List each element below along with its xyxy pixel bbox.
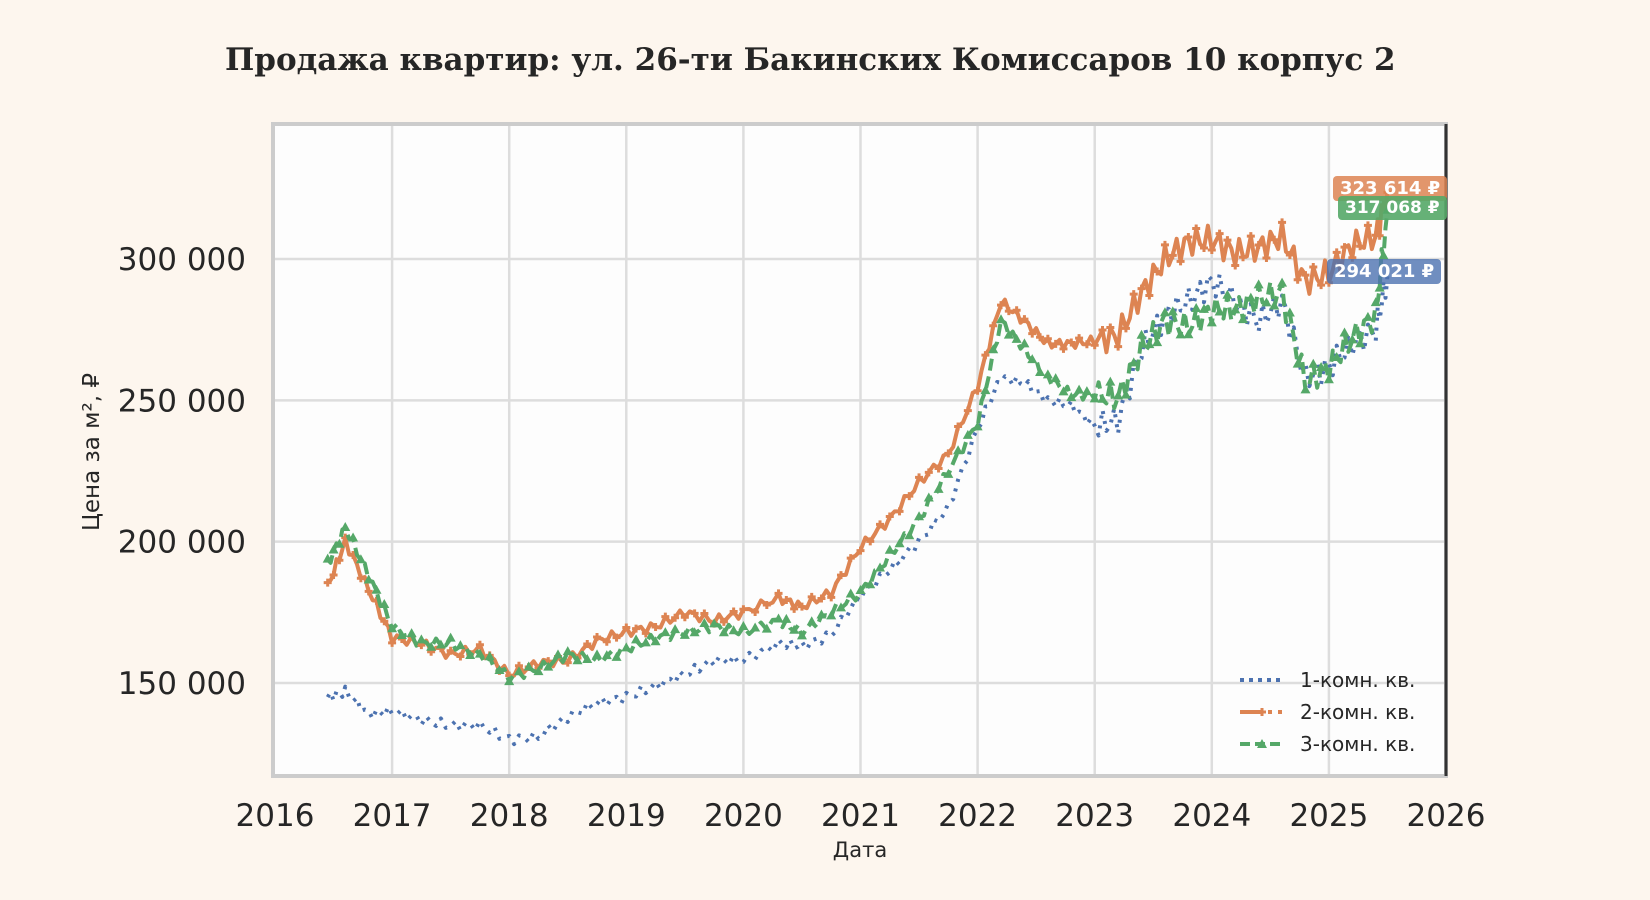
x-tick-label: 2018 (470, 798, 549, 834)
y-tick-label: 150 000 (118, 666, 246, 702)
axis-ticks: 2016 2017 2018 2019 2020 2021 2022 2023 2024 2025… (118, 242, 1486, 834)
legend: 1-комн. кв. 2-комн. кв. 3-комн. кв. (1236, 664, 1415, 760)
chart-title: Продажа квартир: ул. 26-ти Бакинских Ком… (225, 42, 1396, 78)
legend-label: 1-комн. кв. (1300, 668, 1416, 692)
dashed-triangle-line-icon (1240, 739, 1284, 748)
x-tick-label: 2022 (938, 798, 1017, 834)
x-tick-label: 2023 (1055, 798, 1134, 834)
y-tick-label: 300 000 (118, 242, 246, 278)
grid-lines (275, 126, 1444, 774)
last-value-tag-3room: 317 068 ₽ (1338, 196, 1447, 220)
x-tick-label: 2017 (353, 798, 432, 834)
x-axis-label: Дата (832, 838, 888, 862)
legend-item-1room: 1-комн. кв. (1236, 664, 1415, 696)
last-value-tag-1room: 294 021 ₽ (1327, 259, 1442, 284)
data-series (322, 188, 1393, 747)
y-tick-label: 250 000 (118, 383, 246, 419)
y-tick-label: 200 000 (118, 525, 246, 561)
legend-label: 3-комн. кв. (1300, 732, 1416, 756)
x-tick-label: 2024 (1172, 798, 1251, 834)
legend-item-3room: 3-комн. кв. (1236, 728, 1415, 760)
x-tick-label: 2020 (704, 798, 783, 834)
dotted-line-icon (1240, 678, 1284, 682)
x-tick-label: 2026 (1407, 798, 1486, 834)
dashdot-plus-line-icon (1240, 708, 1284, 716)
series-3room (322, 204, 1393, 686)
legend-label: 2-комн. кв. (1300, 700, 1416, 724)
legend-item-2room: 2-комн. кв. (1236, 696, 1415, 728)
x-tick-label: 2016 (236, 798, 315, 834)
x-tick-label: 2021 (821, 798, 900, 834)
x-tick-label: 2019 (587, 798, 666, 834)
x-tick-label: 2025 (1289, 798, 1368, 834)
y-axis-label: Цена за м², ₽ (79, 373, 105, 531)
